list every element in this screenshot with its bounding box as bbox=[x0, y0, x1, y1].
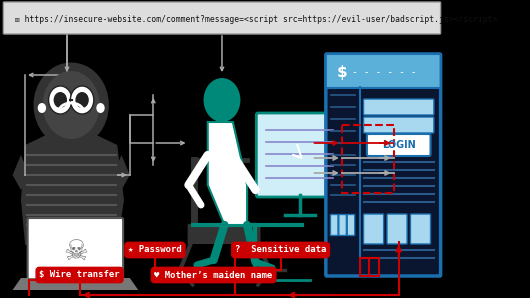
Circle shape bbox=[70, 86, 94, 114]
Text: $ Wire transfer: $ Wire transfer bbox=[39, 271, 120, 280]
FancyBboxPatch shape bbox=[330, 215, 338, 235]
FancyBboxPatch shape bbox=[364, 117, 434, 133]
Ellipse shape bbox=[33, 63, 109, 148]
Text: - - - - - -: - - - - - - bbox=[352, 67, 417, 77]
Circle shape bbox=[75, 92, 89, 108]
Circle shape bbox=[54, 92, 67, 108]
FancyBboxPatch shape bbox=[3, 2, 440, 34]
Text: ?  Sensitive data: ? Sensitive data bbox=[235, 246, 326, 254]
Polygon shape bbox=[13, 278, 138, 290]
Text: ☠: ☠ bbox=[63, 238, 88, 266]
FancyBboxPatch shape bbox=[28, 218, 123, 280]
Text: $: $ bbox=[337, 64, 347, 80]
Circle shape bbox=[96, 103, 105, 113]
Text: LOGIN: LOGIN bbox=[382, 140, 416, 150]
Text: ✉ https://insecure-website.com/comment?message=<script src=https://evil-user/bad: ✉ https://insecure-website.com/comment?m… bbox=[10, 15, 498, 24]
Polygon shape bbox=[208, 122, 247, 225]
FancyBboxPatch shape bbox=[364, 99, 434, 115]
Circle shape bbox=[204, 78, 241, 122]
Circle shape bbox=[38, 103, 46, 113]
Ellipse shape bbox=[43, 71, 100, 139]
FancyBboxPatch shape bbox=[326, 54, 440, 88]
FancyBboxPatch shape bbox=[257, 113, 343, 197]
Polygon shape bbox=[21, 132, 124, 245]
FancyBboxPatch shape bbox=[347, 215, 355, 235]
FancyBboxPatch shape bbox=[387, 214, 407, 244]
FancyBboxPatch shape bbox=[364, 214, 384, 244]
FancyBboxPatch shape bbox=[367, 134, 430, 156]
Text: ♥ Mother’s maiden name: ♥ Mother’s maiden name bbox=[154, 271, 273, 280]
Polygon shape bbox=[13, 155, 29, 190]
FancyBboxPatch shape bbox=[410, 214, 430, 244]
FancyBboxPatch shape bbox=[326, 54, 440, 276]
Polygon shape bbox=[113, 155, 130, 190]
Circle shape bbox=[49, 86, 72, 114]
FancyBboxPatch shape bbox=[188, 224, 261, 244]
FancyBboxPatch shape bbox=[339, 215, 347, 235]
Text: ★ Password: ★ Password bbox=[128, 246, 182, 254]
